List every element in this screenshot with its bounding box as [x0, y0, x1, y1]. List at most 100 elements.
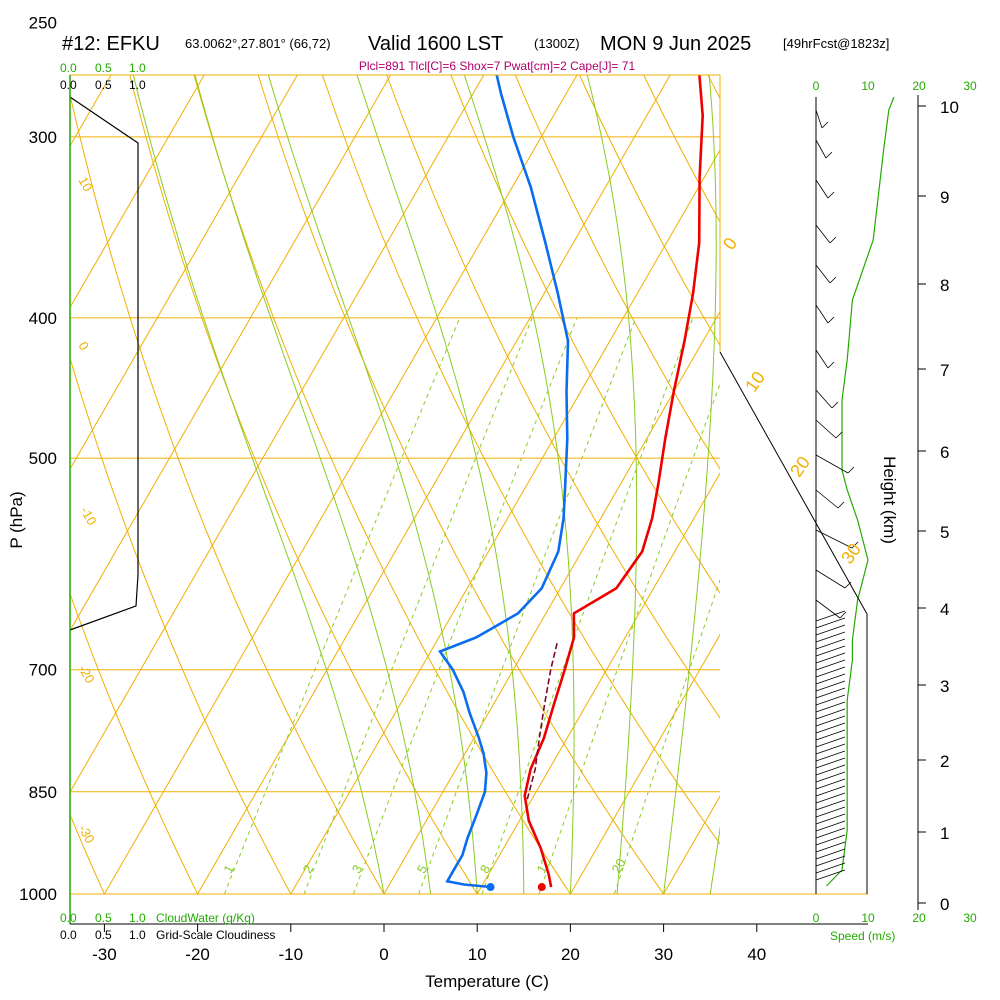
forecast-run: [49hrFcst@1823z]	[783, 36, 889, 51]
isotherm-line	[290, 149, 720, 894]
mixing-ratio-line	[223, 317, 461, 894]
wind-barb-flag	[851, 541, 859, 549]
isotherm-line	[197, 75, 671, 894]
surface-td-point	[486, 883, 495, 892]
wind-barb	[815, 785, 846, 797]
cloudwater-tick-top-2: 1.0	[129, 61, 146, 75]
moist-adiabat-line	[586, 75, 638, 894]
mixing-ratio-label: 3	[349, 862, 366, 876]
wind-barb	[815, 389, 833, 409]
profile-dewpoint-line	[437, 75, 570, 889]
height-tick-label: 2	[940, 752, 949, 771]
cloudwater-tick-top-0: 0.0	[60, 61, 77, 75]
dry-adiabat-line	[707, 75, 720, 100]
left-isotherm-label: 0	[75, 339, 92, 353]
wind-barb-flag	[829, 276, 837, 284]
dry-adiabat-line	[578, 75, 720, 347]
wind-barb-flag	[827, 316, 835, 324]
speed-tick-bottom-0: 0	[813, 911, 820, 925]
height-tick-label: 10	[940, 98, 959, 117]
wind-barb	[815, 687, 846, 699]
height-axis-label: Height (km)	[880, 456, 899, 544]
zulu-time: (1300Z)	[534, 36, 580, 51]
speed-tick-top-0: 0	[813, 79, 820, 93]
isotherm-line	[70, 75, 485, 794]
cloudwater-tick-top-1: 0.5	[95, 61, 112, 75]
speed-tick-bottom-3: 30	[963, 911, 977, 925]
isotherm-line	[476, 472, 720, 894]
wind-barb	[815, 659, 846, 671]
dry-adiabat-line	[257, 75, 665, 894]
wind-barb	[815, 806, 846, 818]
wind-barb-flag	[825, 151, 833, 159]
wind-barb	[815, 792, 846, 804]
dry-adiabat-line	[979, 0, 1000, 925]
pressure-tick-label: 250	[29, 13, 57, 32]
height-tick-label: 4	[940, 600, 949, 619]
isotherm-line	[70, 75, 298, 471]
wind-barb	[815, 820, 846, 832]
cloudiness-label: Grid-Scale Cloudiness	[156, 928, 275, 942]
wind-barb-flag	[829, 236, 837, 244]
wind-barb	[815, 799, 846, 811]
dry-adiabat-line	[129, 75, 478, 894]
moist-adiabat-line	[356, 75, 525, 894]
wind-barb	[815, 715, 846, 727]
wind-barb	[815, 869, 846, 881]
wind-barb-flag	[847, 466, 855, 474]
height-tick-label: 5	[940, 523, 949, 542]
wind-barb-flag	[839, 611, 847, 619]
isotherm-line	[569, 633, 720, 894]
wind-barb	[815, 454, 849, 474]
y-axis-label: P (hPa)	[7, 491, 26, 548]
isotherm-label: 30	[837, 540, 865, 568]
wind-barb-flag	[835, 431, 843, 439]
isotherm-line	[70, 75, 112, 147]
pressure-tick-label: 700	[29, 661, 57, 680]
x-tick-label: -20	[185, 945, 210, 964]
wind-barb	[815, 139, 827, 159]
wind-barb	[815, 771, 846, 783]
isotherm-label: 10	[741, 368, 769, 396]
left-isotherm-label: -20	[75, 662, 97, 686]
wind-barb	[815, 694, 846, 706]
wind-barb	[815, 610, 846, 622]
wind-barb	[815, 827, 846, 839]
wind-barb	[815, 813, 846, 825]
x-axis-label: Temperature (C)	[425, 972, 549, 991]
moist-adiabat-line	[267, 75, 478, 894]
dry-adiabat-line	[386, 75, 720, 719]
wind-barb	[815, 743, 846, 755]
wind-barb	[815, 729, 846, 741]
isotherm-line	[739, 0, 1000, 925]
left-isotherm-label: -30	[75, 822, 97, 846]
height-tick-label: 0	[940, 895, 949, 914]
isotherm-line	[70, 75, 392, 632]
mixing-ratio-label: 1	[220, 862, 237, 876]
wind-barb	[815, 645, 846, 657]
stability-indices: Plcl=891 Tlcl[C]=6 Shox=7 Pwat[cm]=2 Cap…	[359, 59, 636, 73]
mixing-ratio-line	[303, 317, 533, 894]
cloudiness-tick-top-0: 0.0	[60, 78, 77, 92]
moist-adiabat-line	[194, 75, 432, 894]
speed-tick-top-2: 20	[912, 79, 926, 93]
wind-panel	[815, 96, 895, 894]
wind-barb	[815, 652, 846, 664]
cloudwater-tick-bottom-0: 0.0	[60, 911, 77, 925]
x-tick-label: -10	[279, 945, 304, 964]
wind-speed-line	[825, 96, 895, 887]
dry-adiabat-line	[70, 92, 385, 894]
wind-barb	[815, 757, 846, 769]
mixing-ratio-label: 20	[608, 856, 628, 876]
wind-barb	[815, 304, 829, 324]
dry-adiabat-line	[70, 813, 105, 894]
forecast-date: MON 9 Jun 2025	[600, 33, 751, 55]
mixing-ratio-label: 5	[414, 862, 431, 876]
speed-tick-top-1: 10	[861, 79, 875, 93]
moist-adiabat-line	[663, 75, 717, 894]
wind-barb	[815, 834, 846, 846]
cloudiness-tick-bottom-1: 0.5	[95, 928, 112, 942]
height-tick-label: 3	[940, 677, 949, 696]
